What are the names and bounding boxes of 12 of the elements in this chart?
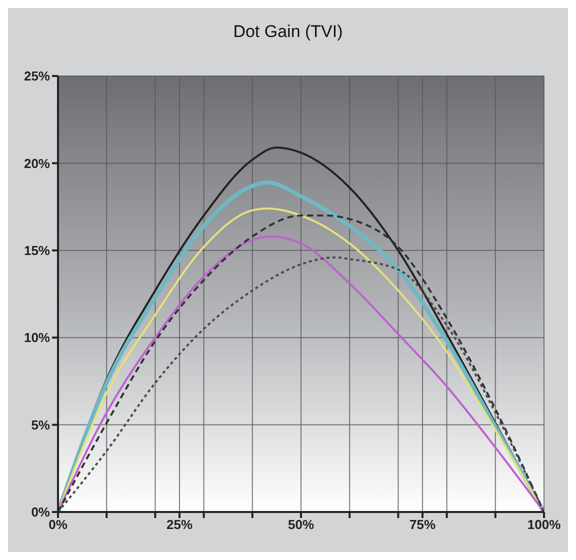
y-tick-label: 5% bbox=[31, 417, 50, 432]
y-tick-label: 0% bbox=[31, 504, 50, 520]
y-tick-label: 10% bbox=[24, 330, 50, 346]
x-tick-label: 25% bbox=[166, 517, 193, 532]
x-tick-label: 0% bbox=[48, 517, 68, 532]
y-tick-label: 15% bbox=[24, 243, 50, 258]
x-tick-label: 75% bbox=[409, 517, 436, 532]
x-tick-label: 100% bbox=[527, 517, 562, 532]
chart-title: Dot Gain (TVI) bbox=[232, 21, 344, 43]
y-tick-label: 25% bbox=[24, 68, 50, 84]
y-tick-label: 20% bbox=[24, 156, 50, 171]
x-tick-label: 50% bbox=[288, 517, 314, 532]
